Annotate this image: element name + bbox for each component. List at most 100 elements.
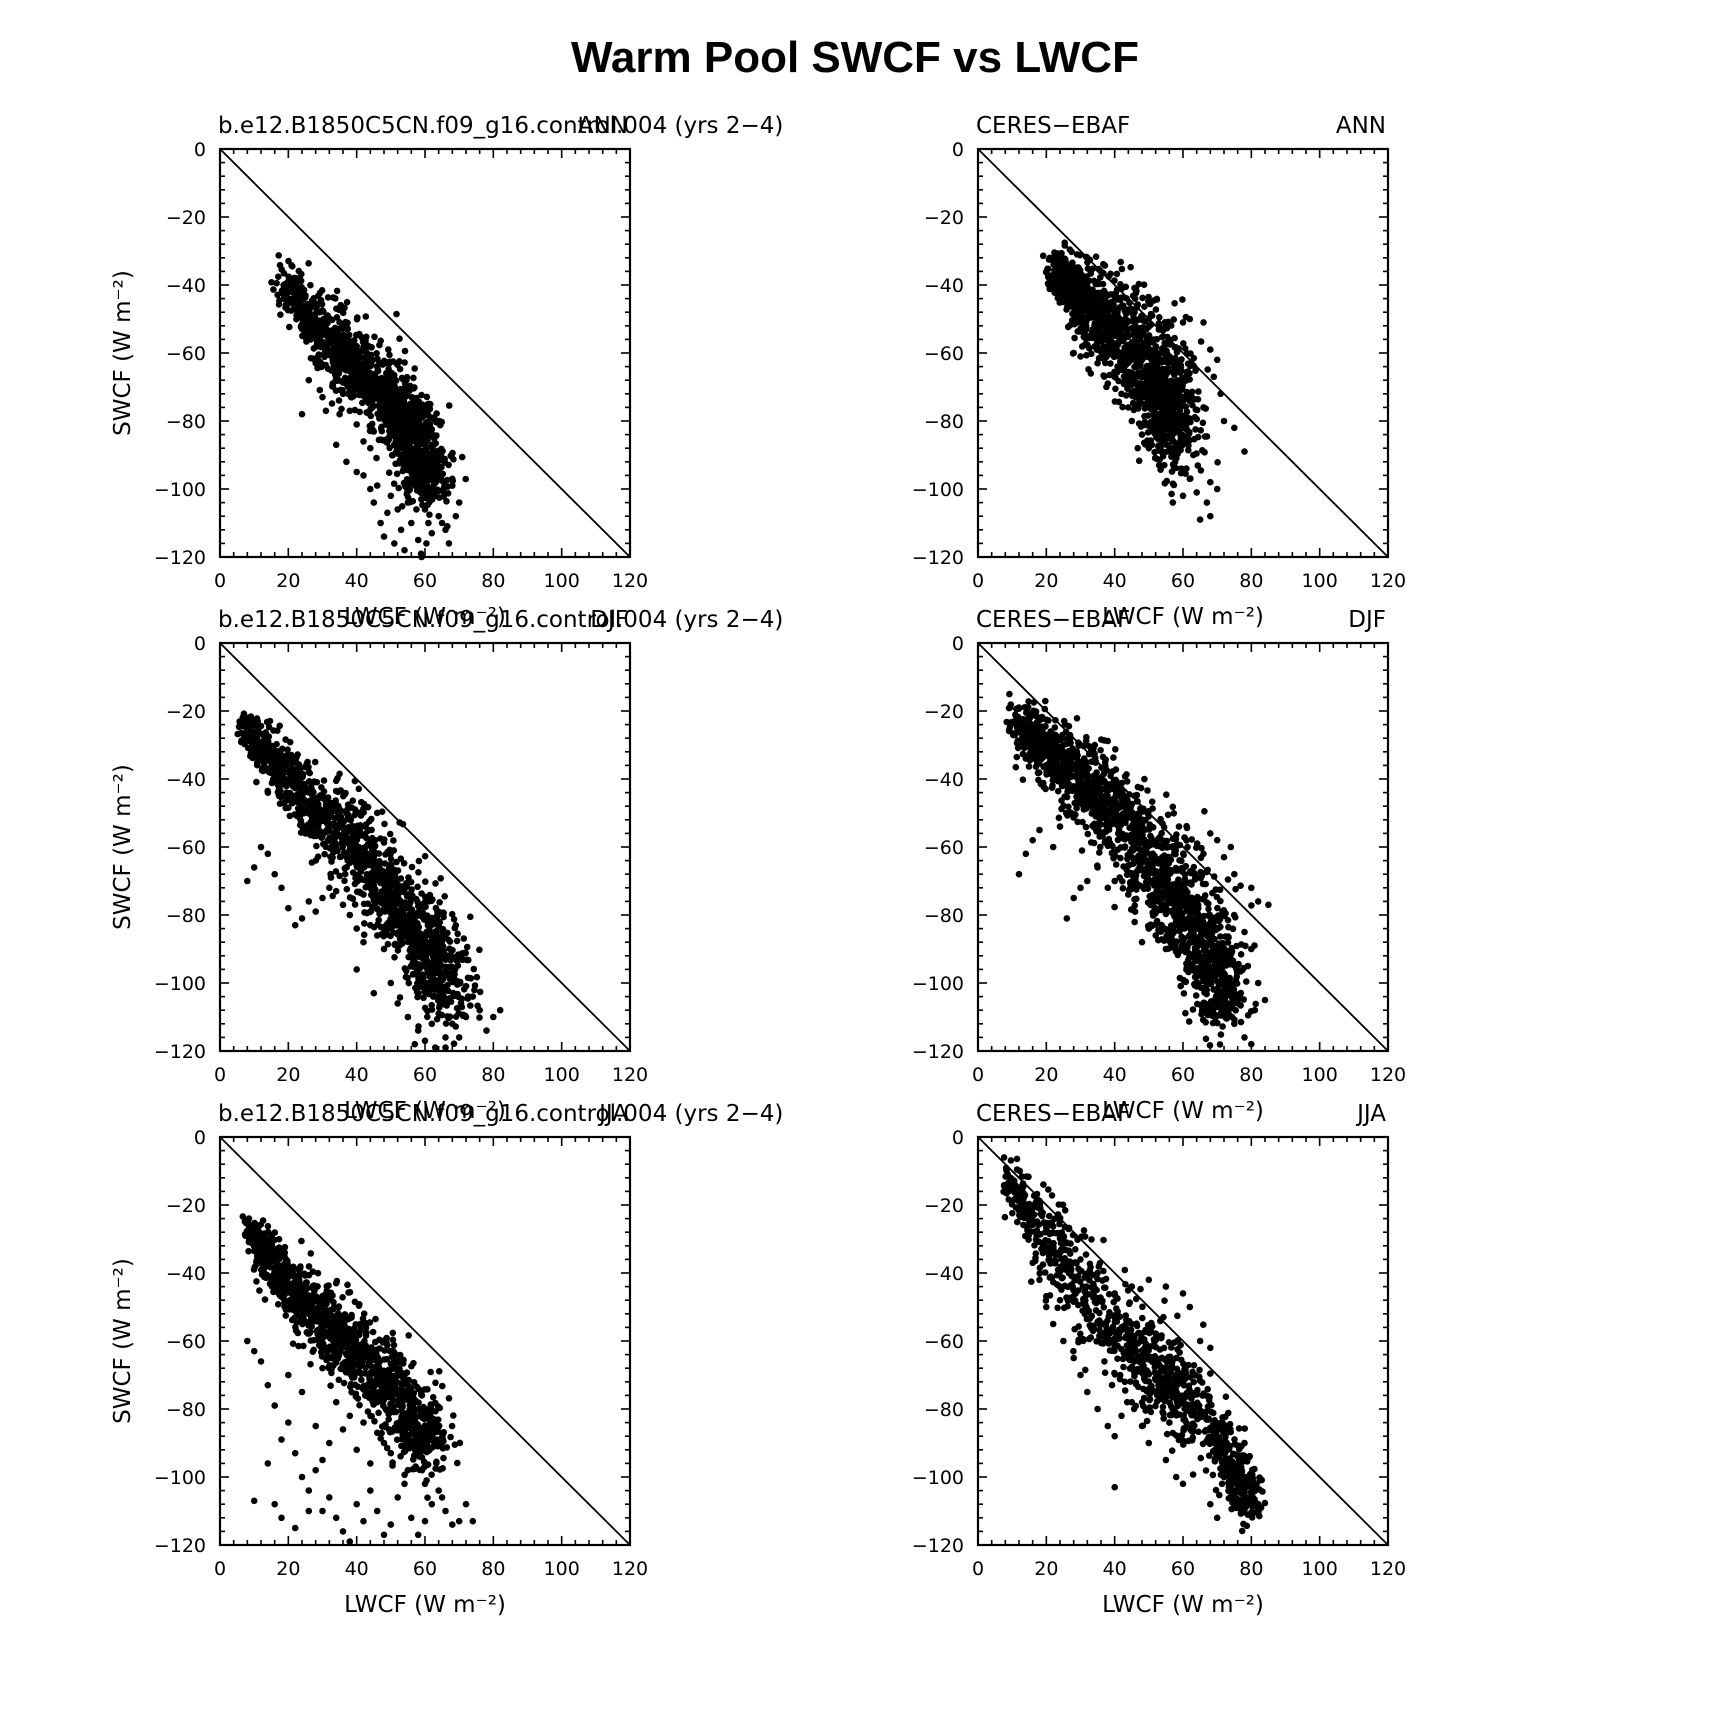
data-point: [377, 519, 384, 527]
data-point: [422, 955, 430, 963]
data-point: [386, 830, 394, 838]
data-point: [334, 847, 341, 855]
data-point: [429, 948, 436, 956]
data-point: [1083, 285, 1090, 293]
data-point: [1124, 359, 1132, 367]
data-point: [427, 401, 434, 408]
scatter-panel-1: 0 20 40 60 80 100 1200−20−40−60−80−100−120b.e1…: [110, 113, 783, 630]
data-point: [331, 363, 338, 371]
data-point: [336, 367, 343, 374]
data-point: [368, 351, 375, 359]
data-point: [1193, 415, 1200, 423]
data-point: [1129, 292, 1137, 300]
data-point: [336, 819, 344, 826]
data-point: [1069, 278, 1077, 286]
data-point: [1057, 257, 1064, 264]
data-point: [373, 375, 381, 383]
data-point: [319, 894, 326, 902]
data-point: [314, 353, 322, 361]
data-point: [1127, 380, 1134, 388]
data-point: [422, 903, 429, 911]
data-point: [1161, 341, 1169, 349]
data-point: [313, 317, 320, 325]
data-point: [297, 322, 305, 330]
data-point: [268, 742, 275, 750]
y-tick-label: −120: [912, 547, 964, 569]
scatter-panel-4: 0 20 40 60 80 100 1200−20−40−60−80−100−120CERE…: [912, 607, 1406, 1124]
data-point: [340, 792, 347, 800]
data-point: [341, 865, 349, 872]
data-point: [455, 499, 463, 506]
x-axis-label: LWCF (W m⁻²): [1102, 604, 1264, 630]
data-point: [1162, 399, 1169, 407]
data-point: [1105, 273, 1112, 280]
data-point: [436, 448, 444, 456]
data-point: [1178, 432, 1186, 440]
data-point: [1141, 317, 1148, 324]
data-point: [333, 287, 341, 295]
data-point: [1113, 346, 1120, 353]
data-point: [467, 1002, 474, 1009]
data-point: [1130, 406, 1138, 414]
data-point: [305, 898, 313, 905]
data-point: [351, 880, 359, 888]
data-point: [314, 292, 322, 300]
data-point: [438, 476, 445, 483]
data-point: [361, 920, 368, 927]
data-point: [442, 1044, 449, 1051]
data-point: [439, 973, 447, 980]
data-point: [439, 942, 447, 950]
data-point: [1136, 362, 1143, 369]
data-point: [359, 375, 366, 382]
data-point: [444, 963, 452, 971]
data-point: [375, 916, 383, 924]
data-point: [442, 1034, 449, 1041]
data-point: [1171, 389, 1179, 397]
data-point: [330, 333, 338, 341]
data-point: [1085, 277, 1093, 285]
data-point: [403, 376, 410, 384]
data-point: [284, 746, 291, 753]
data-point: [1111, 398, 1119, 405]
scatter-points: [1039, 239, 1248, 523]
x-tick-label: 80: [481, 1064, 505, 1086]
data-point: [1166, 341, 1174, 348]
data-point: [351, 343, 359, 350]
data-point: [345, 359, 353, 367]
data-point: [1133, 347, 1141, 354]
data-point: [250, 864, 258, 871]
data-point: [1075, 283, 1083, 291]
data-point: [420, 994, 427, 1002]
data-point: [324, 837, 332, 845]
data-point: [317, 792, 324, 799]
data-point: [403, 967, 410, 975]
data-point: [297, 821, 304, 829]
data-point: [319, 833, 326, 840]
data-point: [289, 759, 296, 767]
data-point: [373, 868, 381, 875]
data-point: [336, 872, 344, 880]
data-point: [1121, 307, 1129, 315]
data-point: [1054, 250, 1061, 257]
data-point: [440, 950, 448, 957]
data-point: [1045, 256, 1053, 263]
data-point: [430, 970, 438, 977]
data-point: [312, 359, 320, 367]
data-point: [386, 407, 394, 415]
data-point: [373, 932, 381, 939]
y-tick-label: −20: [166, 207, 206, 229]
data-point: [341, 870, 349, 878]
data-point: [1192, 426, 1199, 433]
data-point: [1171, 344, 1179, 351]
data-point: [249, 754, 256, 762]
data-point: [1144, 429, 1152, 436]
data-point: [1135, 457, 1143, 465]
data-point: [1123, 295, 1130, 302]
x-tick-label: 120: [1370, 570, 1406, 592]
data-point: [346, 407, 354, 415]
data-point: [279, 793, 287, 800]
data-point: [1177, 363, 1185, 370]
data-point: [264, 850, 272, 858]
data-point: [368, 424, 375, 432]
data-point: [366, 369, 374, 377]
